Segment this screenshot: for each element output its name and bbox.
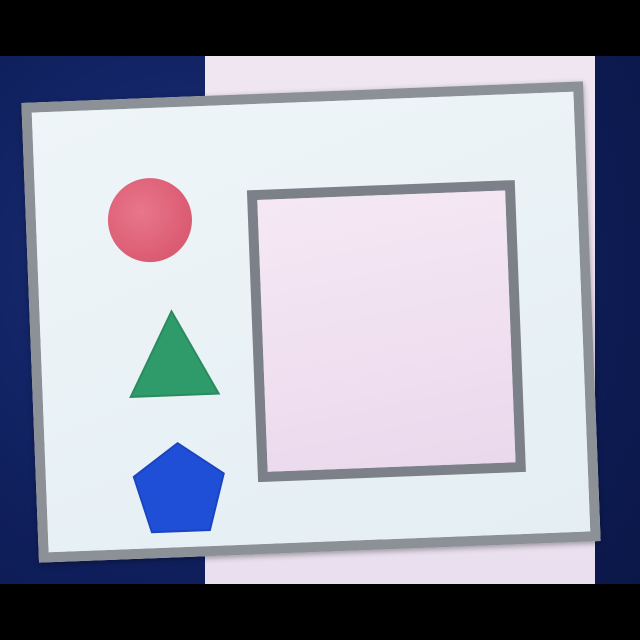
square-window-frame bbox=[246, 180, 526, 483]
square-window-pane bbox=[257, 190, 516, 472]
green-triangle-shape bbox=[129, 309, 221, 399]
photo-area bbox=[0, 56, 640, 584]
blue-pentagon-shape bbox=[132, 441, 225, 534]
paper-card bbox=[21, 81, 601, 563]
